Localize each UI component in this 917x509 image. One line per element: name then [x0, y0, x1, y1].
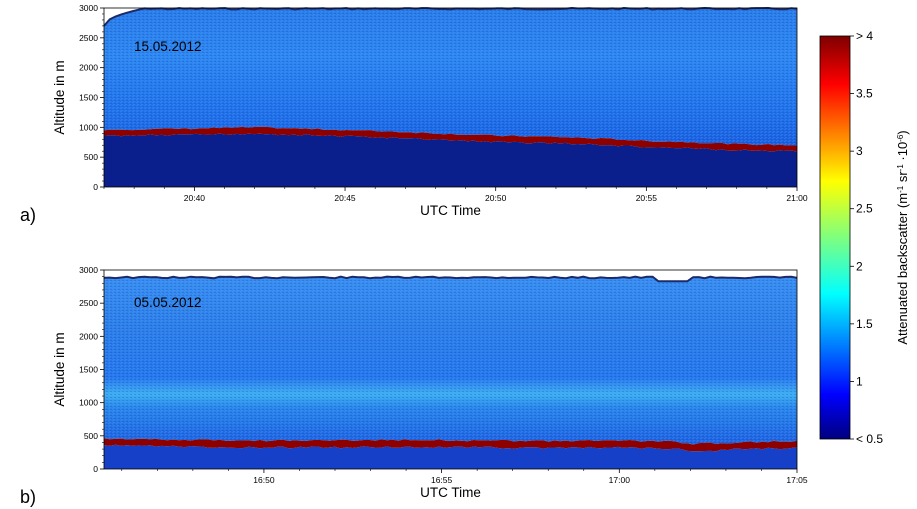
panel-a-below-cloud-region	[104, 133, 797, 187]
colorbar-label-sup1: -1	[896, 185, 905, 193]
colorbar-label-sup3: -6	[896, 134, 905, 142]
panel-a-letter: a)	[20, 205, 36, 225]
y-tick-label: 3000	[79, 265, 98, 275]
panel-b-x-ticks: 16:50 16:55 17:00 17:05	[121, 469, 808, 485]
y-tick-label: 2500	[79, 298, 98, 308]
panel-b-y-axis-label: Altitude in m	[52, 332, 67, 406]
colorbar-tick-label: 1.5	[856, 317, 873, 331]
y-tick-label: 500	[84, 152, 98, 162]
colorbar-tick-label: 1	[856, 374, 863, 388]
panel-b-backscatter-noise	[104, 276, 797, 445]
colorbar-label-end: )	[895, 130, 910, 134]
colorbar-label-mid: sr	[895, 171, 910, 186]
panel-b-signal-top	[103, 275, 798, 283]
colorbar: < 0.5 1 1.5 2 2.5 3 3.5 > 4 Attenuated backscat…	[819, 29, 910, 446]
colorbar-tick-label: 3.5	[856, 87, 873, 101]
colorbar-label-sup2: -1	[896, 164, 905, 172]
x-tick-label: 17:00	[609, 475, 631, 485]
colorbar-tick-label: 3	[856, 144, 863, 158]
y-tick-label: 0	[93, 182, 98, 192]
y-tick-label: 0	[93, 464, 98, 474]
colorbar-tick-label: 2.5	[856, 202, 873, 216]
x-tick-label: 16:50	[253, 475, 275, 485]
panel-b-y-ticks: 0 500 1000 1500 2000 2500 3000	[79, 265, 104, 474]
y-tick-label: 1000	[79, 122, 98, 132]
panel-b-below-layer-region	[104, 444, 797, 469]
panel-a-cloud-layer	[104, 126, 797, 152]
panel-b-x-axis-label: UTC Time	[420, 485, 481, 500]
x-tick-label: 20:40	[184, 193, 206, 203]
y-tick-label: 2000	[79, 331, 98, 341]
x-tick-label: 17:05	[786, 475, 808, 485]
panel-a-y-ticks: 0 500 1000 1500 2000 2500 3000	[79, 3, 104, 192]
y-tick-label: 3000	[79, 3, 98, 13]
colorbar-tick-label: > 4	[856, 29, 873, 43]
panel-a: 0 500 1000 1500 2000 2500 3000 20:40 20:45 20:50…	[20, 3, 808, 225]
panel-a-x-axis-label: UTC Time	[420, 203, 481, 218]
colorbar-tick-label: 2	[856, 259, 863, 273]
x-tick-label: 21:00	[786, 193, 808, 203]
x-tick-label: 16:55	[431, 475, 453, 485]
panel-a-date-label: 15.05.2012	[134, 39, 202, 54]
colorbar-gradient	[819, 35, 851, 440]
y-tick-label: 2500	[79, 33, 98, 43]
colorbar-tick-label: < 0.5	[856, 432, 883, 446]
panel-b-aerosol-layer	[104, 438, 797, 452]
panel-b: 0 500 1000 1500 2000 2500 3000 16:50 16:55 17:00…	[20, 265, 808, 507]
panel-b-letter: b)	[20, 487, 36, 507]
panel-a-backscatter-noise	[104, 8, 797, 146]
y-tick-label: 1500	[79, 93, 98, 103]
y-tick-label: 1000	[79, 398, 98, 408]
y-tick-label: 1500	[79, 365, 98, 375]
x-tick-label: 20:45	[334, 193, 356, 203]
panel-b-date-label: 05.05.2012	[134, 295, 202, 310]
panel-a-x-ticks: 20:40 20:45 20:50 20:55 21:00	[103, 187, 808, 203]
colorbar-label: Attenuated backscatter (m-1 sr-1 ·10-6)	[895, 130, 910, 344]
x-tick-label: 20:55	[636, 193, 658, 203]
y-tick-label: 500	[84, 431, 98, 441]
panel-a-y-axis-label: Altitude in m	[52, 60, 67, 134]
y-tick-label: 2000	[79, 63, 98, 73]
x-tick-label: 20:50	[485, 193, 507, 203]
colorbar-ticks: < 0.5 1 1.5 2 2.5 3 3.5 > 4	[850, 29, 883, 446]
colorbar-label-mid2: ·10	[895, 142, 910, 164]
colorbar-label-main: Attenuated backscatter (m	[895, 193, 910, 345]
